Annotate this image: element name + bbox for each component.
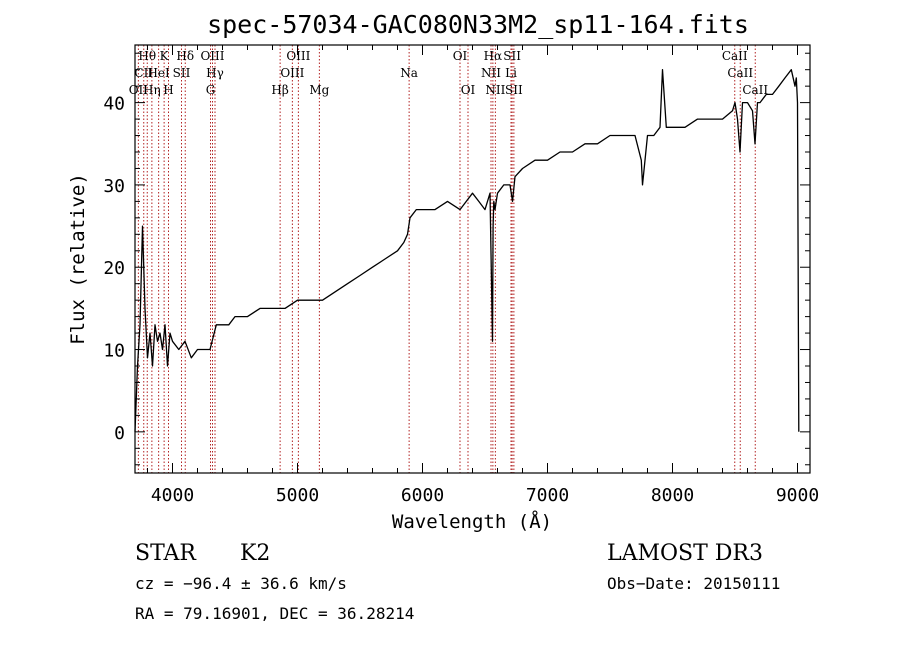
y-tick-label-2: 20 (103, 258, 125, 279)
marker-label-8: Hδ (176, 49, 194, 63)
y-axis-label: Flux (relative) (67, 173, 89, 345)
marker-label-24: SII (505, 83, 523, 97)
x-tick-label-3: 7000 (526, 485, 569, 506)
y-tick-label-0: 0 (114, 423, 125, 444)
plot-frame (134, 44, 811, 474)
marker-label-5: K (160, 49, 170, 63)
marker-label-22: Li (505, 66, 517, 80)
marker-label-25: CaII (722, 49, 748, 63)
spectrum-series-line (134, 69, 800, 432)
marker-label-2: OII (129, 83, 149, 97)
marker-label-19: Hα (484, 49, 503, 63)
object-subclass: K2 (240, 541, 270, 566)
marker-label-11: G (206, 83, 216, 97)
survey-name: LAMOST DR3 (607, 541, 763, 566)
object-type: STAR (135, 541, 197, 566)
x-tick-label-4: 8000 (651, 485, 694, 506)
sky-coordinates: RA = 79.16901, DEC = 36.28214 (135, 604, 414, 623)
x-axis-label: Wavelength (Å) (392, 510, 552, 533)
x-tick-label-1: 5000 (276, 485, 319, 506)
marker-label-16: Na (400, 66, 418, 80)
marker-label-18: OI (461, 83, 476, 97)
y-tick-label-3: 30 (103, 176, 125, 197)
y-tick-label-1: 10 (103, 341, 125, 362)
marker-label-23: SII (503, 49, 521, 63)
marker-label-7: SII (173, 66, 191, 80)
marker-label-9: OIII (200, 49, 224, 63)
marker-label-10: Hγ (206, 66, 224, 80)
x-axis-ticks: 4000 5000 6000 7000 8000 9000 (147, 45, 819, 506)
emission-line-markers (137, 45, 756, 473)
marker-label-13: OIII (280, 66, 304, 80)
x-tick-label-5: 9000 (776, 485, 819, 506)
marker-label-4: HeI (147, 66, 170, 80)
observation-date: Obs−Date: 20150111 (607, 574, 780, 593)
marker-label-27: CaII (742, 83, 768, 97)
marker-label-12: Hβ (271, 83, 288, 97)
marker-label-6: H (163, 83, 173, 97)
marker-label-15: Mg (309, 83, 329, 97)
marker-label-3: Hη (143, 83, 161, 97)
y-axis-ticks: 0 10 20 30 40 (103, 52, 810, 466)
y-tick-label-4: 40 (103, 94, 125, 115)
marker-label-0: Hθ (138, 49, 156, 63)
x-tick-label-2: 6000 (401, 485, 444, 506)
marker-label-26: CaII (727, 66, 753, 80)
redshift-velocity: cz = −96.4 ± 36.6 km/s (135, 574, 347, 593)
marker-label-20: NII (481, 66, 501, 80)
marker-label-14: OIII (286, 49, 310, 63)
x-tick-label-0: 4000 (151, 485, 194, 506)
marker-label-21: NII (485, 83, 505, 97)
marker-label-17: OI (453, 49, 468, 63)
chart-title: spec-57034-GAC080N33M2_sp11-164.fits (207, 10, 749, 39)
